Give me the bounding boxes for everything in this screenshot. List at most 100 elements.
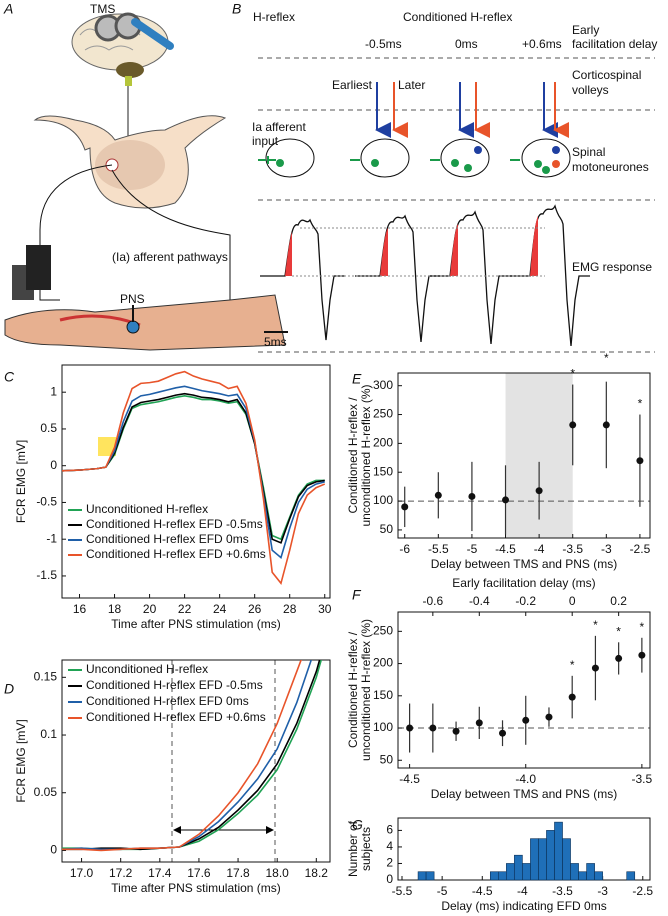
y-axis-label: FCR EMG [mV]: [14, 719, 28, 802]
y-tick-label: 0.05: [34, 785, 58, 799]
y-tick-label: 2: [386, 856, 393, 870]
bar: [538, 838, 547, 881]
x-axis-label: Delay between TMS and PNS (ms): [431, 557, 618, 571]
x-axis-label: Delay (ms) indicating EFD 0ms: [441, 899, 606, 913]
point: [602, 421, 610, 429]
x-tick-label: -2.5: [630, 542, 651, 556]
bar: [514, 854, 523, 881]
x-tick-label: 17.2: [109, 866, 133, 880]
x2-tick-label: 0: [569, 594, 576, 608]
x-tick-label: 17.4: [148, 866, 172, 880]
x-tick-label: -3: [597, 884, 608, 898]
x-tick-label: 22: [178, 602, 192, 616]
x-tick-label: 18.0: [266, 866, 290, 880]
significance-marker: *: [638, 397, 643, 411]
y-tick-label: 0: [386, 872, 393, 886]
x-axis-label: Delay between TMS and PNS (ms): [431, 787, 618, 801]
x-tick-label: -4.5: [472, 884, 493, 898]
y-tick-label: 100: [373, 720, 393, 734]
x2-tick-label: -0.4: [469, 594, 490, 608]
y-tick-label: 50: [380, 752, 394, 766]
y-tick-label: 100: [373, 493, 393, 507]
bar: [570, 863, 579, 881]
bar: [498, 871, 507, 881]
legend-label: Conditioned H-reflex EFD +0.6ms: [86, 710, 266, 724]
panel-label: D: [4, 681, 14, 697]
label: PNS: [120, 292, 145, 306]
y-tick-label: 150: [373, 464, 393, 478]
series-line: [62, 392, 325, 544]
point: [406, 724, 414, 732]
point: [429, 724, 437, 732]
x-tick-label: 26: [248, 602, 262, 616]
point: [535, 487, 543, 495]
y-tick-label: 50: [380, 522, 394, 536]
label: 0ms: [455, 37, 478, 51]
label: volleys: [572, 83, 609, 97]
x-tick-label: 30: [318, 602, 332, 616]
bar: [522, 863, 531, 881]
y-axis-label: Conditioned H-reflex /: [346, 631, 360, 748]
x-tick-label: 18.2: [305, 866, 329, 880]
bar: [530, 838, 539, 881]
legend-label: Conditioned H-reflex EFD +0.6ms: [86, 547, 266, 561]
point: [638, 651, 646, 659]
point: [502, 496, 510, 504]
point: [545, 713, 553, 721]
x-tick-label: -4.0: [515, 772, 536, 786]
bar: [578, 871, 587, 881]
significance-marker: *: [640, 620, 645, 634]
series-line: [62, 385, 325, 559]
plot-area: [62, 660, 323, 852]
x-tick-label: -3: [601, 542, 612, 556]
y-axis-label: Conditioned H-reflex /: [346, 397, 360, 514]
y-tick-label: 0.5: [40, 421, 57, 435]
bar: [506, 863, 515, 881]
x-tick-label: -3.5: [632, 772, 653, 786]
x-tick-label: -5.5: [392, 884, 413, 898]
x-tick-label: 16: [73, 602, 87, 616]
y-tick-label: 0: [50, 843, 57, 857]
label: Early: [572, 23, 599, 37]
point: [615, 654, 623, 662]
y-axis-label: unconditioned H-reflex (%): [359, 619, 373, 761]
legend-label: Conditioned H-reflex EFD -0.5ms: [86, 678, 263, 692]
axes-box: [397, 372, 651, 539]
panel-label: G: [352, 817, 363, 833]
label: Ia afferent: [252, 120, 306, 134]
x-tick-label: 18: [108, 602, 122, 616]
label: Spinal: [572, 145, 605, 159]
y-axis-label: Number of: [346, 820, 360, 877]
y-tick-label: 250: [373, 407, 393, 421]
x-tick-label: -2.5: [632, 884, 653, 898]
label: input: [252, 134, 279, 148]
series-line: [62, 370, 326, 586]
x-tick-label: 17.6: [187, 866, 211, 880]
panel-b-schematic: [258, 57, 655, 353]
x-tick-label: 28: [283, 602, 297, 616]
y-axis-label: FCR EMG [mV]: [14, 440, 28, 523]
bar: [562, 838, 571, 881]
x-tick-label: -4: [534, 542, 545, 556]
y-tick-label: 0: [50, 458, 57, 472]
point: [568, 693, 576, 701]
y-tick-label: -1: [46, 531, 57, 545]
bar: [586, 863, 595, 881]
y-axis-label: unconditioned H-reflex (%): [359, 384, 373, 526]
x-tick-label: -4: [517, 884, 528, 898]
point: [475, 719, 483, 727]
x-tick-label: 24: [213, 602, 227, 616]
x-tick-label: -4.5: [399, 772, 420, 786]
significance-marker: *: [616, 624, 621, 638]
point: [434, 491, 442, 499]
plot-area: [62, 370, 326, 586]
label: Conditioned H-reflex: [403, 10, 512, 24]
label: Corticospinal: [572, 68, 641, 82]
x-tick-label: 17.8: [226, 866, 250, 880]
panel-label: A: [3, 1, 13, 17]
significance-marker: *: [593, 618, 598, 632]
y-tick-label: 200: [373, 436, 393, 450]
x-tick-label: -3.5: [552, 884, 573, 898]
